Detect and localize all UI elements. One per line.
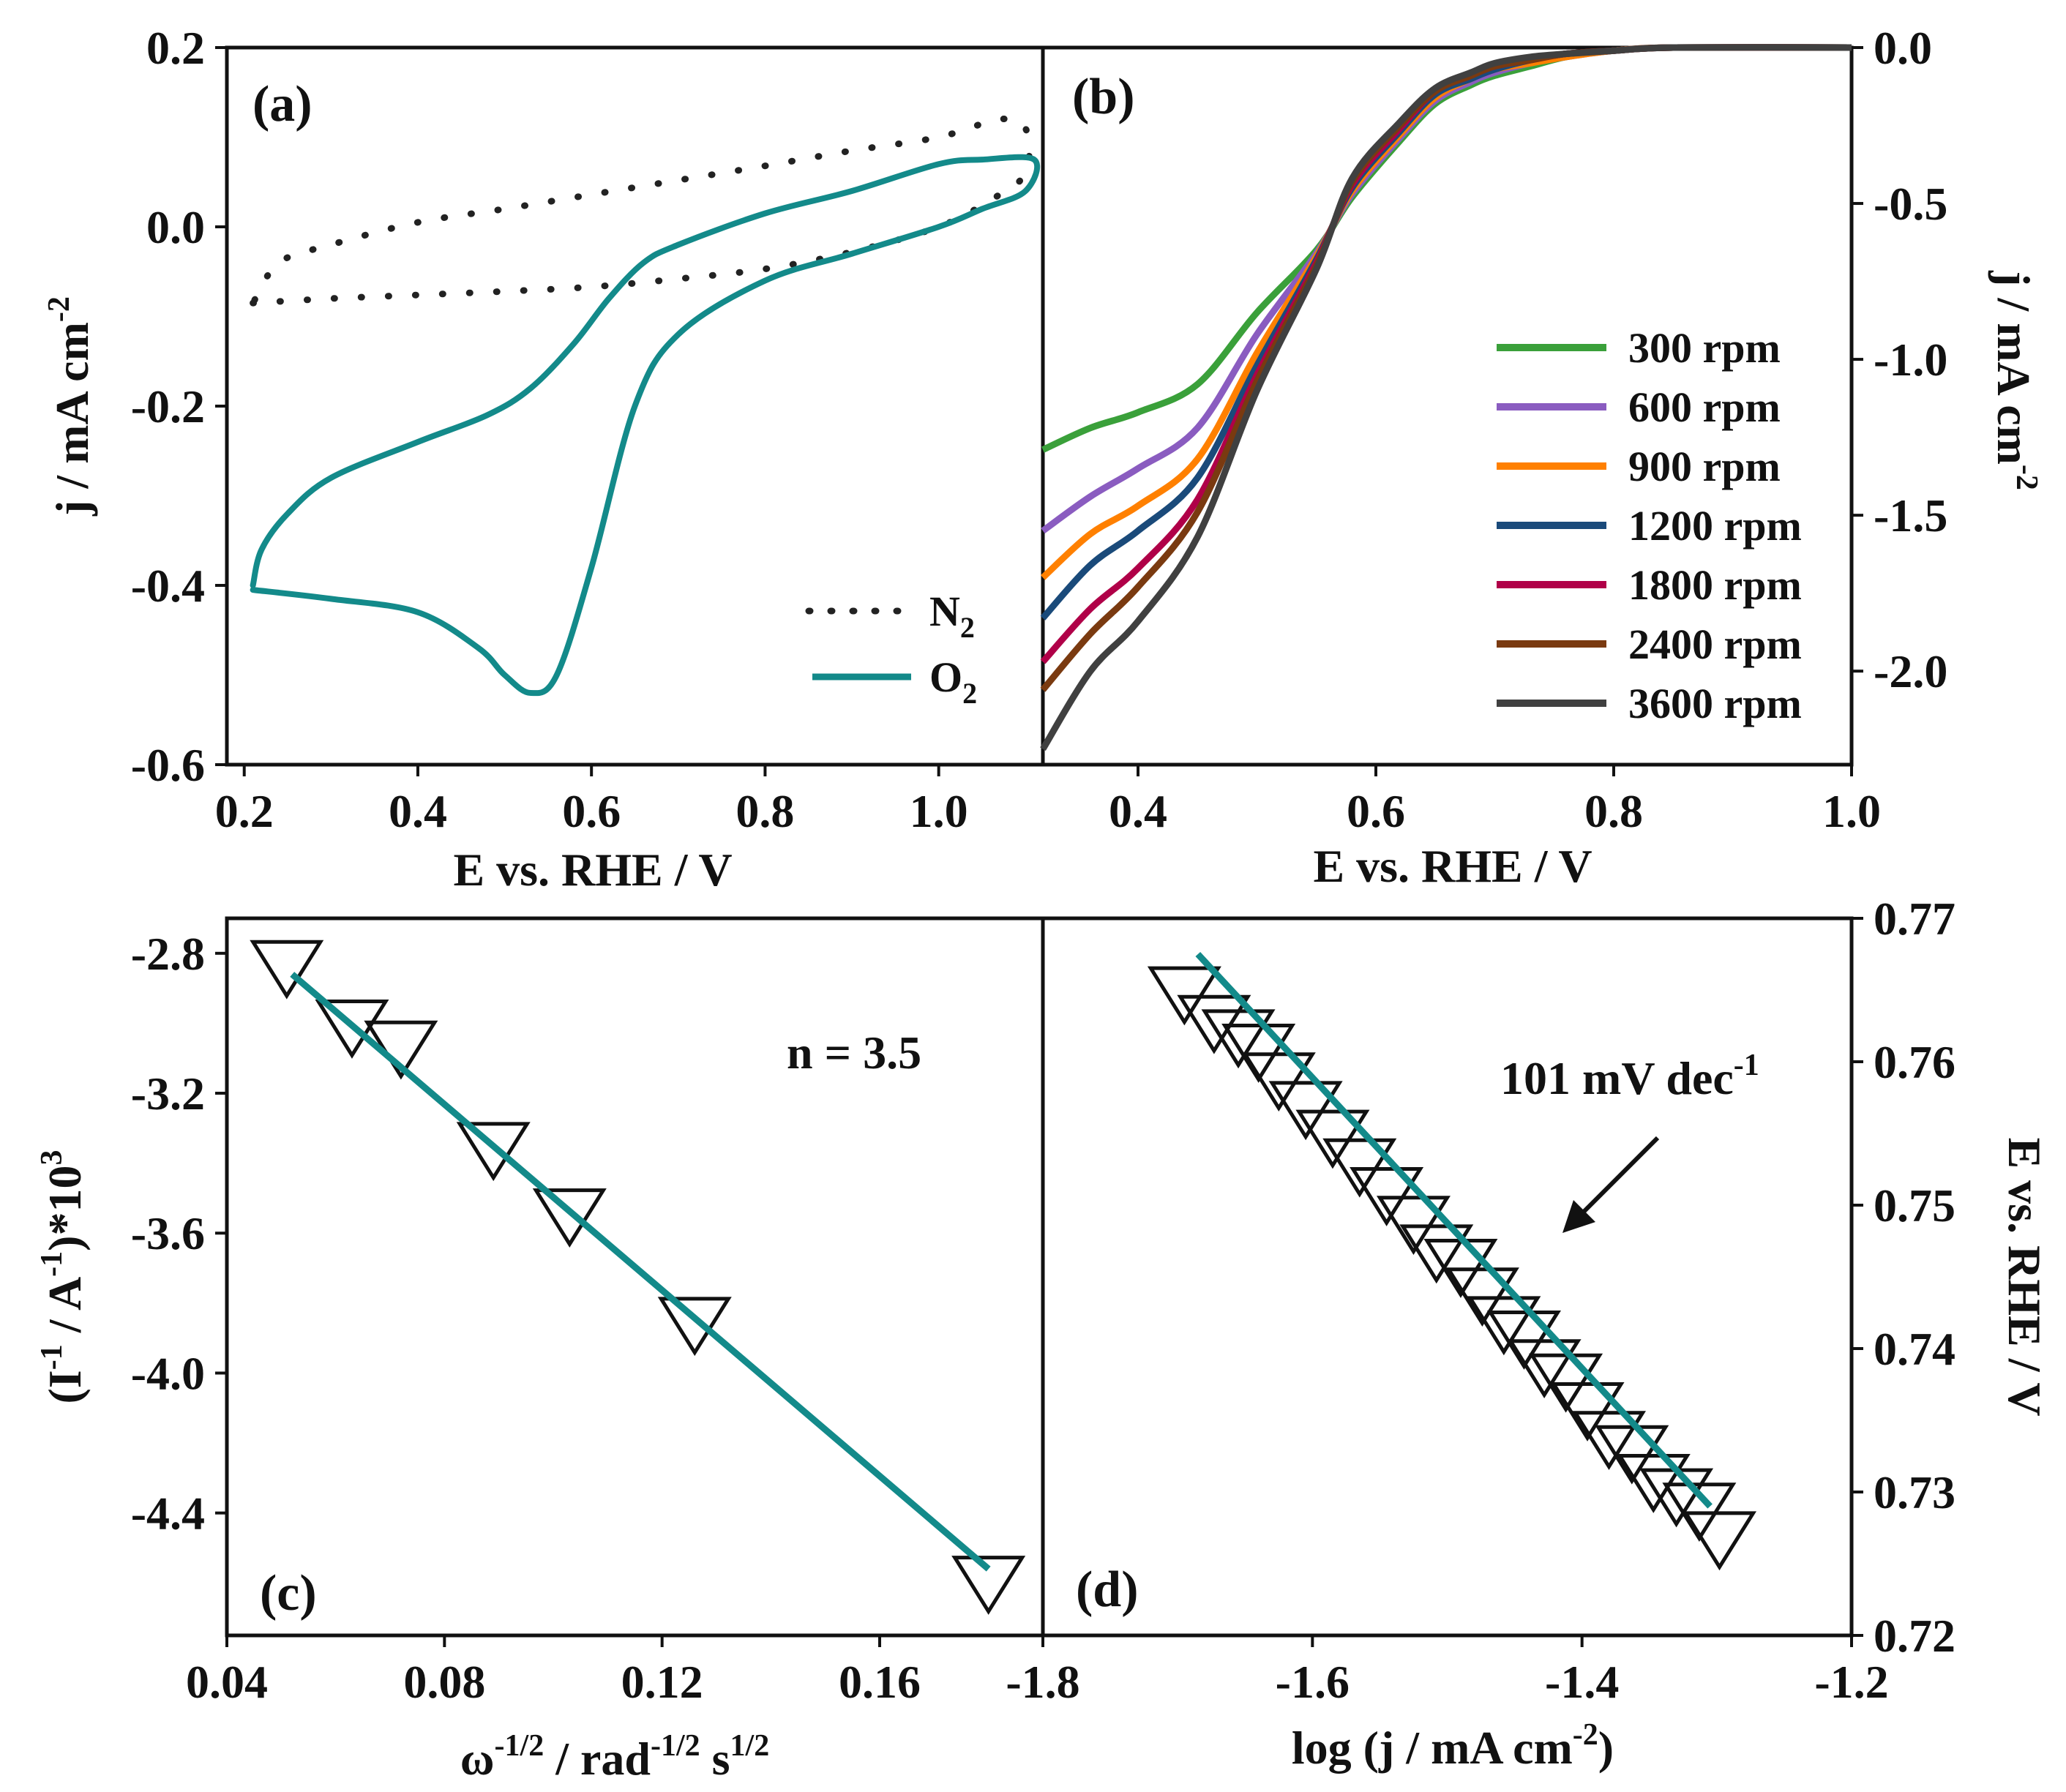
panel-c-koutecky-levich-plot: 0.04 0.08 0.12 0.16 -2.8 -3.2 -3.6 -4.0 -4.4 (c)… xyxy=(35,916,1045,1785)
tafel-data-point xyxy=(1683,1511,1757,1571)
panel-a-ylabel: j / mA cm-2 xyxy=(42,296,98,517)
panel-d-annotation: 101 mV dec-1 xyxy=(1500,1049,1759,1104)
panel-d-arrow xyxy=(1562,1136,1660,1233)
panel-d-ytick-label: 0.76 xyxy=(1874,1036,1955,1088)
panel-b-ylabel-sup: -2 xyxy=(2010,465,2043,490)
panel-a-xtick-label: 0.6 xyxy=(562,785,621,837)
panel-b-label: (b) xyxy=(1072,69,1135,125)
panel-c-ytick-label: -4.0 xyxy=(131,1347,205,1399)
panel-b-lsv-plot: 0.4 0.6 0.8 1.0 0.0 -0.5 -1.0 -1.5 -2.0 (b) E vs… xyxy=(1040,22,2043,892)
tafel-fit-line xyxy=(1195,951,1713,1509)
panel-d-xtick-label: -1.4 xyxy=(1545,1656,1619,1708)
panel-b-ytick-label: -1.0 xyxy=(1874,334,1947,386)
panel-c-ytick-label: -2.8 xyxy=(131,928,205,980)
series-n2-curve xyxy=(250,115,1033,307)
panel-b-xtick-label: 0.4 xyxy=(1109,785,1167,837)
panel-c-annotation: n = 3.5 xyxy=(787,1027,921,1079)
legend-1800-rpm-label: 1800 rpm xyxy=(1628,561,1802,609)
panel-d-ytick-label: 0.74 xyxy=(1874,1323,1955,1375)
panel-b-xtick-label: 0.6 xyxy=(1347,785,1405,837)
panel-d-frame xyxy=(1041,916,1854,1638)
panel-b-xtick-label: 0.8 xyxy=(1584,785,1643,837)
panel-a-ylabel-sup: -2 xyxy=(42,296,76,322)
legend-o2-label: O2 xyxy=(929,653,977,710)
kl-data-point xyxy=(456,1122,531,1182)
panel-a-xtick-label: 1.0 xyxy=(910,785,968,837)
panel-d-label: (d) xyxy=(1076,1562,1139,1618)
panel-b-ytick-label: -2.0 xyxy=(1874,645,1947,697)
panel-b-ytick-label: -0.5 xyxy=(1874,178,1947,230)
kl-data-point xyxy=(657,1297,732,1357)
tafel-data-point xyxy=(1201,1009,1276,1069)
panel-b-ylabel-text: j / mA cm xyxy=(1988,270,2040,465)
panel-a-ytick-label: -0.2 xyxy=(131,380,205,432)
panel-c-xtick-label: 0.16 xyxy=(839,1656,921,1708)
panel-a-ytick-label: 0.0 xyxy=(146,201,205,253)
series-3600-rpm-curve xyxy=(1040,44,1852,751)
kl-data-point xyxy=(951,1556,1026,1615)
kl-data-point xyxy=(250,940,324,1000)
legend-1200-rpm-label: 1200 rpm xyxy=(1628,502,1802,550)
panel-a-xtick-label: 0.4 xyxy=(389,785,447,837)
panel-d-ylabel: E vs. RHE / V xyxy=(1999,1137,2051,1416)
series-o2-curve xyxy=(250,154,1041,697)
panel-a-cv-plot: 0.2 0.4 0.6 0.8 1.0 0.2 0.0 -0.2 -0.4 -0.6 (a) E … xyxy=(42,22,1045,896)
panel-c-ytick-label: -3.6 xyxy=(131,1207,205,1259)
legend-600-rpm-label: 600 rpm xyxy=(1628,383,1781,431)
tafel-data-point xyxy=(1399,1224,1474,1284)
arrow-head xyxy=(1562,1200,1595,1233)
panel-c-ylabel: (I-1 / A-1)*103 xyxy=(35,1150,91,1404)
panel-b-xlabel: E vs. RHE / V xyxy=(1313,840,1592,892)
panel-a-legend: N2 O2 xyxy=(805,588,977,710)
panel-c-xtick-label: 0.12 xyxy=(621,1656,703,1708)
panel-a-xlabel: E vs. RHE / V xyxy=(453,844,732,896)
panel-d-xtick-label: -1.8 xyxy=(1006,1656,1079,1708)
panel-d-xtick-label: -1.2 xyxy=(1814,1656,1888,1708)
panel-c-xtick-label: 0.08 xyxy=(403,1656,485,1708)
panel-b-ytick-label: 0.0 xyxy=(1874,22,1932,74)
panel-d-tafel-plot: -1.8 -1.6 -1.4 -1.2 0.77 0.76 0.75 0.74 0.73 0.72… xyxy=(1006,893,2051,1774)
legend-2400-rpm-label: 2400 rpm xyxy=(1628,621,1802,668)
tafel-data-point xyxy=(1571,1411,1647,1471)
panel-a-xtick-label: 0.8 xyxy=(736,785,794,837)
panel-d-ytick-label: 0.73 xyxy=(1874,1466,1955,1518)
legend-900-rpm-label: 900 rpm xyxy=(1628,443,1781,490)
arrow-shaft xyxy=(1579,1136,1660,1217)
panel-a-ytick-label: -0.6 xyxy=(131,739,205,791)
panel-c-xtick-label: 0.04 xyxy=(186,1656,268,1708)
panel-b-xtick-label: 1.0 xyxy=(1822,785,1881,837)
legend-3600-rpm-label: 3600 rpm xyxy=(1628,680,1802,727)
tafel-data-point xyxy=(1507,1339,1582,1399)
panel-a-label: (a) xyxy=(252,76,312,132)
panel-a-ylabel-text: j / mA cm xyxy=(46,322,98,517)
panel-d-xtick-label: -1.6 xyxy=(1276,1656,1350,1708)
panel-b-ytick-label: -1.5 xyxy=(1874,490,1947,541)
kl-data-point xyxy=(532,1188,607,1248)
panel-b-legend: 300 rpm 600 rpm 900 rpm 1200 rpm 1800 rpm 240… xyxy=(1497,324,1802,727)
panel-d-ytick-label: 0.77 xyxy=(1874,893,1955,945)
legend-300-rpm-label: 300 rpm xyxy=(1628,324,1781,372)
panel-b-ylabel: j / mA cm-2 xyxy=(1988,270,2043,490)
series-900-rpm-curve xyxy=(1040,44,1852,580)
panel-d-ytick-label: 0.75 xyxy=(1874,1180,1955,1231)
kl-fit-line xyxy=(290,972,991,1572)
panel-a-xtick-label: 0.2 xyxy=(215,785,274,837)
panel-d-ytick-label: 0.72 xyxy=(1874,1610,1955,1662)
panel-a-ytick-label: -0.4 xyxy=(131,560,205,612)
panel-c-ytick-label: -3.2 xyxy=(131,1068,205,1120)
kl-data-point xyxy=(315,1000,389,1059)
panel-c-ytick-label: -4.4 xyxy=(131,1488,205,1540)
panel-a-ytick-label: 0.2 xyxy=(146,22,205,74)
legend-n2-label: N2 xyxy=(929,588,975,644)
panel-c-label: (c) xyxy=(260,1565,317,1622)
panel-c-xlabel: ω-1/2 / rad-1/2 s1/2 xyxy=(460,1729,769,1785)
panel-b-frame xyxy=(1041,45,1854,767)
tafel-data-point xyxy=(1467,1296,1541,1356)
panel-d-xlabel: log (j / mA cm-2) xyxy=(1292,1718,1614,1774)
